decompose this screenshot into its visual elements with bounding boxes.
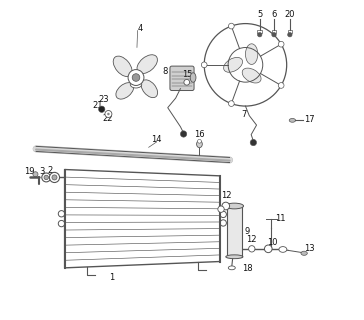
Text: 11: 11 [275, 214, 286, 223]
Ellipse shape [190, 73, 196, 82]
Ellipse shape [228, 266, 235, 270]
Ellipse shape [225, 203, 244, 209]
Circle shape [58, 211, 65, 217]
Ellipse shape [223, 57, 242, 72]
Ellipse shape [197, 141, 202, 148]
Ellipse shape [301, 251, 307, 255]
Text: 12: 12 [221, 191, 232, 200]
Bar [288, 30, 292, 33]
Text: 16: 16 [194, 130, 205, 139]
Circle shape [132, 74, 140, 81]
Circle shape [107, 113, 110, 115]
Bar [272, 30, 276, 33]
Text: 7: 7 [241, 109, 246, 118]
Text: 13: 13 [304, 244, 315, 253]
Ellipse shape [226, 255, 243, 259]
Circle shape [220, 211, 226, 218]
Text: 15: 15 [182, 70, 192, 79]
Text: 8: 8 [163, 67, 168, 76]
Circle shape [249, 246, 255, 252]
Ellipse shape [116, 83, 134, 99]
Circle shape [222, 202, 230, 210]
Circle shape [220, 220, 226, 226]
Circle shape [250, 140, 257, 146]
Circle shape [128, 69, 144, 85]
Ellipse shape [289, 118, 296, 122]
Text: 21: 21 [92, 100, 103, 110]
Text: 20: 20 [285, 10, 295, 19]
Text: 3: 3 [40, 167, 45, 176]
Text: 14: 14 [151, 135, 162, 144]
Circle shape [181, 131, 187, 137]
Circle shape [198, 140, 201, 143]
Text: 1: 1 [108, 273, 114, 282]
Circle shape [288, 32, 292, 37]
Text: 9: 9 [244, 227, 250, 236]
Text: 19: 19 [24, 167, 35, 176]
Circle shape [229, 101, 234, 107]
Circle shape [50, 172, 60, 182]
Ellipse shape [137, 55, 157, 74]
Text: 5: 5 [257, 10, 262, 19]
Circle shape [278, 41, 284, 47]
Text: 4: 4 [137, 24, 142, 33]
Text: 22: 22 [102, 114, 113, 123]
Text: 23: 23 [99, 95, 109, 104]
Text: 17: 17 [305, 115, 315, 124]
Bar [227, 206, 242, 257]
Text: 2: 2 [47, 166, 52, 175]
Text: 10: 10 [267, 238, 278, 247]
Ellipse shape [242, 68, 261, 83]
FancyBboxPatch shape [170, 66, 194, 91]
Circle shape [58, 220, 65, 227]
Circle shape [229, 23, 234, 29]
Bar [257, 30, 262, 33]
Circle shape [218, 206, 224, 212]
Circle shape [201, 62, 207, 68]
Ellipse shape [245, 44, 258, 64]
Circle shape [265, 245, 272, 252]
Circle shape [33, 172, 38, 177]
Circle shape [42, 173, 51, 182]
Circle shape [99, 106, 105, 112]
Circle shape [44, 175, 48, 180]
Ellipse shape [141, 80, 158, 98]
Circle shape [52, 175, 57, 180]
Text: 6: 6 [271, 10, 277, 19]
Ellipse shape [130, 81, 142, 88]
Circle shape [105, 110, 112, 117]
Text: 18: 18 [242, 264, 253, 273]
Ellipse shape [113, 56, 132, 76]
Text: 12: 12 [246, 236, 257, 244]
Circle shape [272, 32, 276, 37]
Circle shape [257, 32, 262, 37]
Circle shape [278, 83, 284, 88]
Ellipse shape [279, 247, 287, 252]
Circle shape [184, 79, 190, 85]
